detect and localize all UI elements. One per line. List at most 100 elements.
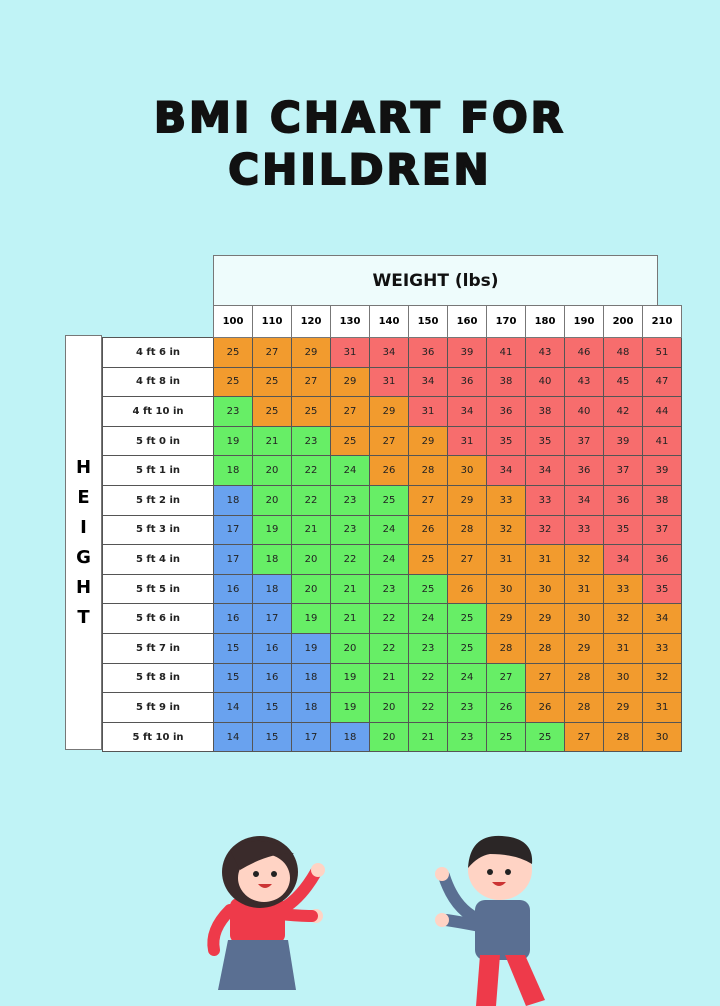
bmi-cell: 20: [330, 632, 370, 664]
bmi-cell: 34: [369, 337, 409, 368]
bmi-cell: 31: [603, 632, 643, 664]
bmi-cell: 29: [369, 396, 409, 427]
bmi-cell: 33: [642, 632, 682, 664]
bmi-cell: 15: [213, 632, 253, 664]
bmi-cell: 23: [369, 573, 409, 605]
bmi-cell: 23: [408, 632, 448, 664]
bmi-cell: 39: [447, 337, 487, 368]
weight-column-header: 210: [642, 305, 682, 338]
bmi-cell: 31: [369, 366, 409, 398]
table-row: 4 ft 8 in 25 25 27 29 31 34 36 38 40 43 45 47: [102, 366, 682, 398]
bmi-cell: 19: [330, 662, 370, 694]
height-row-label: 5 ft 9 in: [102, 692, 214, 723]
bmi-cell: 25: [525, 721, 565, 753]
boy-illustration: [435, 835, 545, 1006]
bmi-cell: 34: [564, 484, 604, 516]
table-row: 5 ft 9 in 14 15 18 19 20 22 23 26 26 28 29 31: [102, 692, 682, 723]
bmi-cell: 16: [252, 662, 292, 694]
bmi-cell: 20: [291, 544, 331, 575]
weight-column-header: 130: [330, 305, 370, 338]
height-row-label: 5 ft 1 in: [102, 455, 214, 486]
bmi-cell: 30: [447, 455, 487, 486]
bmi-cell: 34: [525, 455, 565, 486]
bmi-cell: 15: [213, 662, 253, 694]
bmi-cell: 36: [486, 396, 526, 427]
bmi-cell: 21: [369, 662, 409, 694]
bmi-cell: 34: [447, 396, 487, 427]
weight-column-header: 160: [447, 305, 487, 338]
height-row-label: 5 ft 10 in: [102, 721, 214, 753]
bmi-cell: 17: [213, 544, 253, 575]
bmi-cell: 27: [369, 425, 409, 457]
bmi-cell: 27: [408, 484, 448, 516]
bmi-cell: 25: [291, 396, 331, 427]
bmi-cell: 28: [486, 632, 526, 664]
height-row-label: 4 ft 8 in: [102, 366, 214, 398]
bmi-cell: 27: [291, 366, 331, 398]
bmi-cell: 26: [369, 455, 409, 486]
table-row: 5 ft 10 in 14 15 17 18 20 21 23 25 25 27 28 30: [102, 721, 682, 753]
bmi-cell: 39: [603, 425, 643, 457]
bmi-cell: 37: [564, 425, 604, 457]
bmi-cell: 20: [291, 573, 331, 605]
bmi-cell: 35: [486, 425, 526, 457]
bmi-cell: 25: [330, 425, 370, 457]
bmi-table: 100 110 120 130 140 150 160 170 180 190 200 210 4 ft…: [102, 305, 682, 753]
bmi-cell: 37: [603, 455, 643, 486]
bmi-cell: 31: [408, 396, 448, 427]
bmi-cell: 15: [252, 692, 292, 723]
bmi-cell: 25: [213, 337, 253, 368]
bmi-cell: 22: [408, 692, 448, 723]
bmi-cell: 33: [525, 484, 565, 516]
weight-column-header: 200: [603, 305, 643, 338]
bmi-cell: 36: [408, 337, 448, 368]
table-row: 5 ft 0 in 19 21 23 25 27 29 31 35 35 37 39 41: [102, 425, 682, 457]
bmi-cell: 31: [642, 692, 682, 723]
weight-row: 100 110 120 130 140 150 160 170 180 190 200 210: [102, 305, 682, 338]
bmi-cell: 34: [486, 455, 526, 486]
bmi-cell: 21: [408, 721, 448, 753]
bmi-cell: 22: [369, 632, 409, 664]
bmi-cell: 34: [642, 603, 682, 634]
bmi-cell: 36: [603, 484, 643, 516]
bmi-cell: 20: [369, 721, 409, 753]
bmi-cell: 29: [408, 425, 448, 457]
bmi-cell: 44: [642, 396, 682, 427]
height-row-label: 5 ft 2 in: [102, 484, 214, 516]
height-letter: E: [77, 486, 90, 508]
bmi-cell: 18: [252, 573, 292, 605]
bmi-cell: 30: [486, 573, 526, 605]
bmi-cell: 28: [564, 662, 604, 694]
height-row-label: 5 ft 8 in: [102, 662, 214, 694]
bmi-cell: 24: [408, 603, 448, 634]
weight-column-header: 170: [486, 305, 526, 338]
bmi-cell: 24: [330, 455, 370, 486]
bmi-cell: 33: [603, 573, 643, 605]
weight-header: WEIGHT (lbs): [213, 255, 658, 306]
bmi-cell: 24: [369, 514, 409, 546]
bmi-cell: 19: [330, 692, 370, 723]
bmi-cell: 38: [486, 366, 526, 398]
bmi-cell: 28: [603, 721, 643, 753]
bmi-cell: 29: [486, 603, 526, 634]
weight-column-header: 150: [408, 305, 448, 338]
bmi-cell: 37: [642, 514, 682, 546]
bmi-cell: 31: [486, 544, 526, 575]
height-row-label: 5 ft 4 in: [102, 544, 214, 575]
bmi-cell: 25: [447, 632, 487, 664]
bmi-cell: 31: [564, 573, 604, 605]
bmi-cell: 36: [564, 455, 604, 486]
bmi-cell: 25: [486, 721, 526, 753]
weight-column-header: 120: [291, 305, 331, 338]
title-line-2: CHILDREN: [227, 144, 492, 195]
bmi-cell: 35: [603, 514, 643, 546]
table-row: 5 ft 7 in 15 16 19 20 22 23 25 28 28 29 31 33: [102, 632, 682, 664]
bmi-cell: 24: [447, 662, 487, 694]
height-letter: H: [75, 456, 92, 478]
height-row-label: 5 ft 5 in: [102, 573, 214, 605]
height-letter: G: [76, 546, 91, 568]
girl-illustration: [207, 836, 325, 990]
bmi-cell: 22: [369, 603, 409, 634]
bmi-cell: 32: [564, 544, 604, 575]
